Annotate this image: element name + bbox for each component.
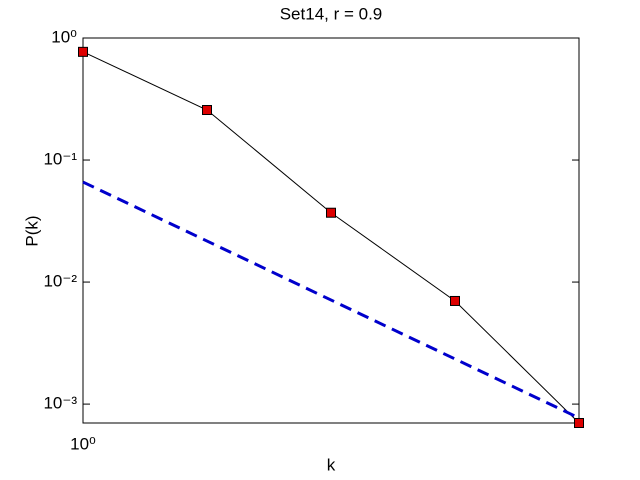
plot-frame	[82, 37, 580, 424]
chart-title: Set14, r = 0.9	[280, 4, 383, 23]
y-tick-label: 10⁰	[51, 27, 77, 46]
marker	[574, 418, 584, 428]
y-tick-label: 10⁻³	[43, 394, 77, 413]
x-tick-label: 10⁰	[70, 434, 96, 453]
series-line	[82, 51, 580, 424]
series-line	[82, 180, 580, 420]
marker	[326, 207, 336, 218]
y-tick-label: 10⁻¹	[43, 150, 77, 169]
marker	[450, 295, 460, 306]
marker	[202, 105, 212, 116]
y-axis-label: P(k)	[22, 215, 41, 246]
y-tick-label: 10⁻²	[43, 272, 77, 291]
marker	[78, 46, 88, 57]
x-axis-label: k	[327, 455, 336, 474]
